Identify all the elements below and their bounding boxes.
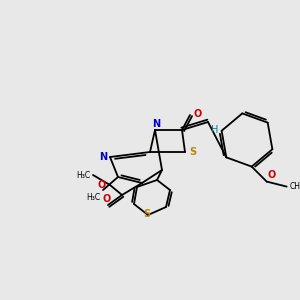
Text: N: N xyxy=(99,152,107,162)
Text: H₃C: H₃C xyxy=(86,193,100,202)
Text: O: O xyxy=(98,180,106,190)
Text: O: O xyxy=(268,169,276,180)
Text: N: N xyxy=(152,119,160,129)
Text: H₃C: H₃C xyxy=(76,170,90,179)
Text: H: H xyxy=(211,125,218,135)
Text: O: O xyxy=(193,109,201,119)
Text: S: S xyxy=(143,209,151,219)
Text: O: O xyxy=(103,194,111,204)
Text: S: S xyxy=(189,147,196,157)
Text: CH₂CH₃: CH₂CH₃ xyxy=(290,182,300,191)
